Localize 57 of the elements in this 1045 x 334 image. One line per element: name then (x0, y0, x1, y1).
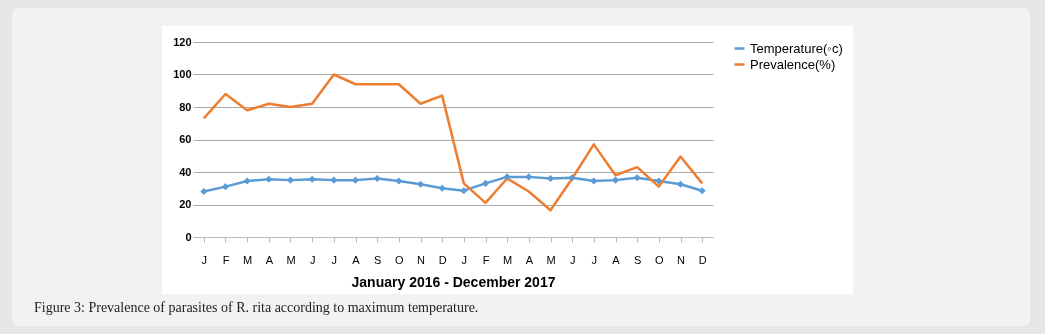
point (633, 174, 641, 182)
y-tick-label: 20 (179, 198, 192, 210)
point (438, 184, 446, 192)
point (460, 187, 468, 195)
point (416, 180, 425, 188)
y-tick-label: 100 (173, 68, 192, 80)
x-tick-label: M (546, 253, 556, 266)
point (503, 173, 511, 181)
caption: Figure 3: Prevalence of parasites of R. rita according to maximum temperature. (34, 300, 479, 316)
point (546, 174, 555, 183)
y-tick-label: 0 (185, 230, 192, 243)
x-tick-label: J (569, 253, 576, 266)
point (655, 177, 663, 185)
point (590, 177, 598, 185)
x-tick-label: J (461, 253, 468, 266)
x-tick-label: M (243, 253, 253, 266)
x-tick-label: F (482, 253, 490, 266)
x-tick-label: J (331, 253, 338, 266)
x-axis-title: January 2016 - December 2017 (351, 273, 556, 290)
legend-label: Prevalence(%) (750, 56, 836, 72)
x-tick-label: A (352, 253, 361, 266)
x-tick-label: F (222, 253, 230, 266)
point (481, 179, 490, 187)
x-tick-label: D (438, 253, 447, 266)
point (698, 187, 706, 195)
x-tick-label: J (201, 253, 208, 266)
x-tick-label: A (525, 253, 534, 266)
x-tick-label: M (503, 253, 513, 266)
point (373, 174, 381, 183)
y-tick-label: 60 (179, 133, 192, 145)
point (525, 173, 533, 181)
x-tick-label: A (265, 253, 274, 266)
line-series (202, 73, 704, 212)
x-tick-label: N (417, 253, 426, 266)
x-tick-label: S (373, 253, 382, 266)
x-tick-label: J (309, 253, 316, 266)
point (330, 176, 338, 184)
point (200, 187, 208, 196)
y-tick-label: 40 (179, 165, 192, 178)
point (308, 175, 316, 183)
x-tick-label: A (612, 253, 621, 266)
legend-label: Temperature(◦c) (750, 40, 843, 56)
point (676, 180, 685, 188)
point (265, 175, 273, 183)
x-tick-label: N (677, 253, 686, 266)
point (221, 183, 230, 191)
x-tick-label: O (655, 253, 665, 266)
x-tick-label: O (395, 253, 405, 266)
point (395, 177, 403, 185)
y-tick-label: 80 (179, 100, 192, 113)
x-tick-label: J (591, 253, 598, 266)
x-tick-label: D (698, 253, 707, 266)
x-tick-label: M (286, 253, 296, 266)
x-tick-label: S (633, 253, 642, 266)
point (568, 174, 576, 182)
point (243, 177, 251, 185)
y-tick-label: 120 (173, 35, 192, 48)
